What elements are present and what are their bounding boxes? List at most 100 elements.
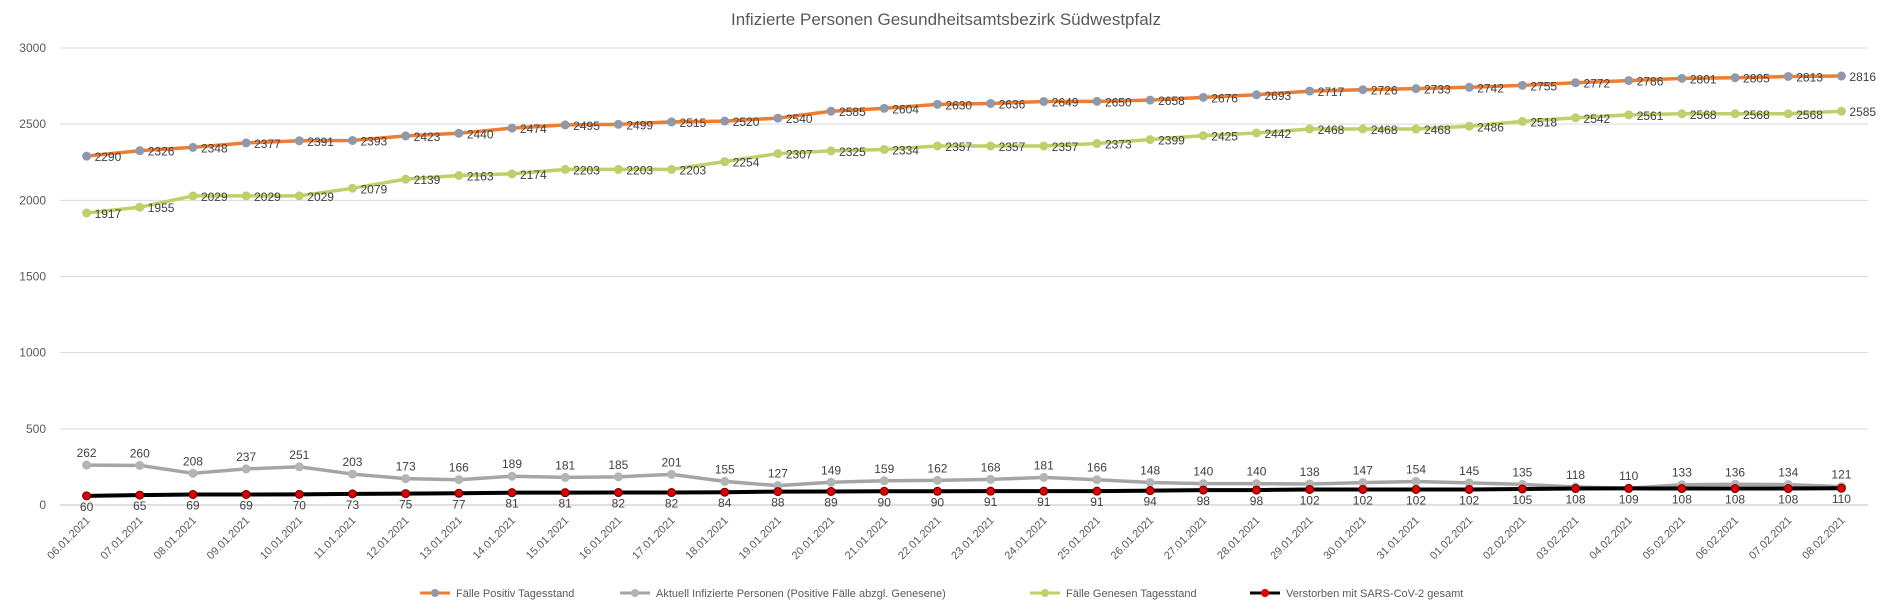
- data-label: 2755: [1530, 79, 1557, 93]
- data-point: [507, 471, 517, 481]
- data-label: 262: [77, 446, 97, 460]
- data-point: [1836, 106, 1846, 116]
- data-point: [1358, 85, 1368, 95]
- data-label: 89: [824, 495, 838, 509]
- data-label: 2676: [1211, 91, 1238, 105]
- data-point: [1783, 484, 1793, 494]
- data-label: 2442: [1264, 127, 1291, 141]
- x-axis: 06.01.2021 07.01.2021 08.01.2021 09.01.2021…: [45, 515, 1847, 562]
- data-point: [613, 472, 623, 482]
- data-point: [454, 488, 464, 498]
- data-label: 90: [878, 495, 892, 509]
- data-point: [1730, 109, 1740, 119]
- gridlines: [60, 47, 1868, 506]
- data-label: 127: [768, 467, 788, 481]
- data-label: 2325: [839, 145, 866, 159]
- data-label: 2174: [520, 168, 547, 182]
- legend-item: Fälle Positiv Tagesstand: [420, 588, 574, 600]
- data-label: 2468: [1424, 123, 1451, 137]
- data-point: [1624, 483, 1634, 493]
- data-point: [826, 477, 836, 487]
- data-point: [560, 472, 570, 482]
- data-point: [1411, 84, 1421, 94]
- x-tick-label: 15.01.2021: [524, 515, 571, 562]
- data-label: 109: [1619, 492, 1639, 506]
- x-tick-label: 08.02.2021: [1800, 515, 1847, 562]
- data-point: [1571, 113, 1581, 123]
- data-point: [773, 113, 783, 123]
- x-tick-label: 23.01.2021: [949, 515, 996, 562]
- x-tick-label: 07.01.2021: [98, 515, 145, 562]
- data-point: [720, 487, 730, 497]
- data-label: 140: [1246, 465, 1266, 479]
- data-point: [1198, 485, 1208, 495]
- data-label: 2542: [1584, 112, 1611, 126]
- y-tick-label: 500: [26, 422, 46, 436]
- data-point: [401, 489, 411, 499]
- data-label: 2585: [1849, 105, 1876, 119]
- chart-title: Infizierte Personen Gesundheitsamtsbezir…: [731, 10, 1161, 29]
- y-tick-label: 3000: [19, 41, 46, 55]
- data-point: [1677, 109, 1687, 119]
- data-label: 2786: [1637, 75, 1664, 89]
- data-label: 102: [1459, 493, 1479, 507]
- data-point: [986, 98, 996, 108]
- data-point: [1039, 141, 1049, 151]
- data-point: [826, 486, 836, 496]
- data-point: [1677, 484, 1687, 494]
- data-label: 75: [399, 498, 413, 512]
- x-tick-label: 18.01.2021: [683, 515, 730, 562]
- data-point: [1411, 484, 1421, 494]
- data-label: 81: [558, 497, 572, 511]
- data-label: 2726: [1371, 84, 1398, 98]
- y-tick-label: 0: [39, 498, 46, 512]
- data-point: [560, 164, 570, 174]
- data-label: 60: [80, 500, 94, 514]
- data-point: [879, 476, 889, 486]
- data-point: [82, 208, 92, 218]
- data-label: 2636: [999, 97, 1026, 111]
- x-tick-label: 10.01.2021: [258, 515, 305, 562]
- x-tick-label: 19.01.2021: [737, 515, 784, 562]
- data-point: [347, 183, 357, 193]
- data-point: [826, 146, 836, 156]
- data-point: [241, 191, 251, 201]
- series-line: [86, 74, 1842, 158]
- data-label: 173: [396, 460, 416, 474]
- data-label: 2203: [573, 163, 600, 177]
- data-label: 148: [1140, 463, 1160, 477]
- data-label: 98: [1250, 494, 1264, 508]
- x-tick-label: 04.02.2021: [1587, 515, 1634, 562]
- y-tick-label: 2000: [19, 193, 46, 207]
- x-tick-label: 03.02.2021: [1534, 515, 1581, 562]
- data-label: 2805: [1743, 72, 1770, 86]
- data-label: 134: [1778, 466, 1798, 480]
- data-label: 2515: [680, 116, 707, 130]
- data-label: 2079: [360, 182, 387, 196]
- data-point: [1145, 135, 1155, 145]
- data-point: [454, 475, 464, 485]
- series-line: [86, 109, 1842, 215]
- data-point: [294, 136, 304, 146]
- x-tick-label: 29.01.2021: [1268, 515, 1315, 562]
- x-tick-label: 11.01.2021: [312, 515, 359, 562]
- data-point: [135, 146, 145, 156]
- data-label: 2468: [1371, 123, 1398, 137]
- data-label: 91: [1037, 495, 1051, 509]
- data-point: [1464, 121, 1474, 131]
- data-label: 108: [1778, 493, 1798, 507]
- data-label: 77: [452, 497, 466, 511]
- data-label: 2813: [1796, 70, 1823, 84]
- data-label: 147: [1353, 464, 1373, 478]
- data-label: 2693: [1264, 89, 1291, 103]
- data-point: [1358, 124, 1368, 134]
- data-label: 2717: [1318, 85, 1345, 99]
- data-label: 2474: [520, 122, 547, 136]
- legend-item: Aktuell Infizierte Personen (Positive Fä…: [620, 588, 946, 600]
- x-tick-label: 05.02.2021: [1641, 515, 1688, 562]
- data-point: [1145, 477, 1155, 487]
- data-label: 108: [1672, 493, 1692, 507]
- data-point: [135, 460, 145, 470]
- data-point: [986, 486, 996, 496]
- legend-item: Verstorben mit SARS-CoV-2 gesamt: [1250, 588, 1463, 600]
